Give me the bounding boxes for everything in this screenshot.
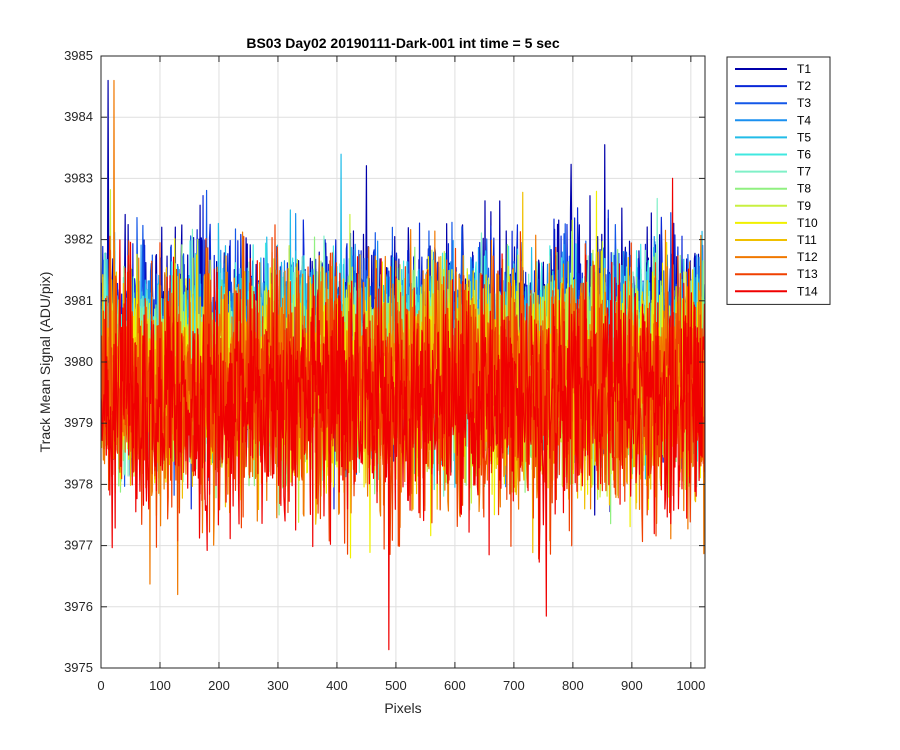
y-tick-label: 3980 — [64, 354, 93, 369]
y-tick-label: 3982 — [64, 232, 93, 247]
y-tick-label: 3976 — [64, 599, 93, 614]
legend-label-T11: T11 — [797, 233, 817, 247]
ticks: 0 100 200 300 400 500 600 700 800 900 1000 3975 3976… — [64, 48, 705, 693]
x-tick-label: 900 — [621, 678, 643, 693]
legend-label-T3: T3 — [797, 96, 811, 110]
series-line-T14 — [101, 177, 705, 651]
x-tick-label: 800 — [562, 678, 584, 693]
legend-label-T13: T13 — [797, 267, 818, 281]
x-tick-label: 500 — [385, 678, 407, 693]
y-tick-label: 3978 — [64, 476, 93, 491]
y-tick-label: 3975 — [64, 660, 93, 675]
legend-label-T2: T2 — [797, 79, 811, 93]
legend: T1 T2 T3 T4 T5 T6 T7 T8 T9 T10 T11 T12 T13 T14 — [726, 56, 831, 305]
y-tick-label: 3983 — [64, 170, 93, 185]
legend-label-T8: T8 — [797, 182, 811, 196]
y-axis-label: Track Mean Signal (ADU/pix) — [37, 272, 53, 453]
x-tick-label: 200 — [208, 678, 230, 693]
y-tick-label: 3977 — [64, 538, 93, 553]
legend-label-T7: T7 — [797, 165, 811, 179]
legend-label-T1: T1 — [797, 62, 811, 76]
legend-label-T14: T14 — [797, 284, 818, 298]
x-tick-label: 100 — [149, 678, 171, 693]
legend-label-T10: T10 — [797, 216, 818, 230]
y-tick-label: 3979 — [64, 415, 93, 430]
chart-title: BS03 Day02 20190111-Dark-001 int time = … — [246, 35, 559, 51]
x-tick-label: 300 — [267, 678, 289, 693]
legend-label-T12: T12 — [797, 250, 818, 264]
y-tick-label: 3985 — [64, 48, 93, 63]
x-tick-label: 1000 — [676, 678, 705, 693]
legend-label-T4: T4 — [797, 113, 811, 127]
legend-box — [726, 56, 831, 305]
x-tick-label: 700 — [503, 678, 525, 693]
series-layer — [101, 79, 705, 651]
legend-label-T6: T6 — [797, 148, 811, 162]
y-tick-label: 3984 — [64, 109, 93, 124]
x-axis-label: Pixels — [384, 700, 421, 716]
x-tick-label: 600 — [444, 678, 466, 693]
legend-label-T5: T5 — [797, 130, 811, 144]
y-tick-label: 3981 — [64, 293, 93, 308]
x-tick-label: 0 — [97, 678, 104, 693]
x-tick-label: 400 — [326, 678, 348, 693]
series-line-T13 — [101, 224, 705, 560]
legend-label-T9: T9 — [797, 199, 811, 213]
